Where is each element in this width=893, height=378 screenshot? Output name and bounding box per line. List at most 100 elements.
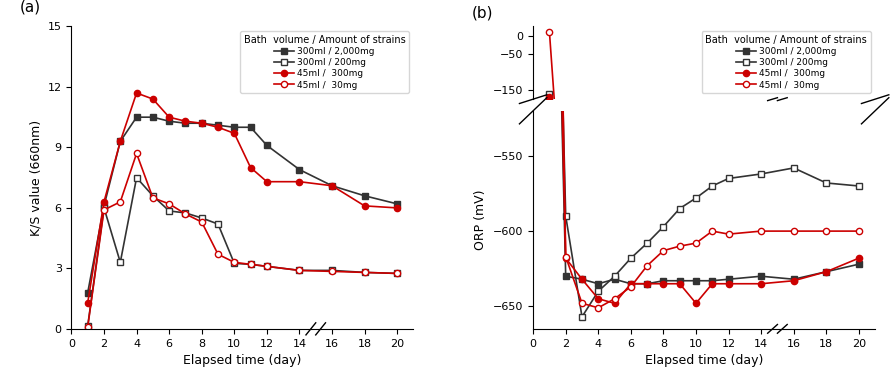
45ml /  30mg — [560, 257, 571, 262]
300ml / 200mg — [642, 241, 653, 245]
45ml /  30mg — [593, 305, 604, 310]
Line: 300ml / 200mg: 300ml / 200mg — [547, 0, 862, 320]
300ml / 2,000mg — [180, 121, 191, 125]
Text: (a): (a) — [21, 0, 41, 14]
45ml /  300mg — [625, 264, 636, 269]
45ml /  30mg — [359, 270, 370, 275]
45ml /  30mg — [163, 201, 174, 206]
300ml / 2,000mg — [196, 121, 207, 125]
300ml / 2,000mg — [642, 264, 653, 269]
Y-axis label: ORP (mV): ORP (mV) — [474, 190, 488, 250]
45ml /  300mg — [723, 264, 734, 269]
300ml / 2,000mg — [609, 263, 620, 268]
300ml / 200mg — [658, 224, 669, 229]
300ml / 200mg — [115, 260, 126, 265]
45ml /  30mg — [755, 229, 766, 233]
45ml /  30mg — [854, 251, 864, 256]
Line: 300ml / 2,000mg: 300ml / 2,000mg — [547, 0, 862, 287]
300ml / 2,000mg — [163, 119, 174, 124]
300ml / 200mg — [82, 324, 93, 328]
Line: 300ml / 200mg: 300ml / 200mg — [547, 91, 862, 277]
45ml /  30mg — [246, 262, 256, 266]
45ml /  30mg — [609, 268, 620, 272]
45ml /  30mg — [577, 301, 588, 305]
X-axis label: Elapsed time (day): Elapsed time (day) — [183, 354, 302, 367]
45ml /  300mg — [180, 119, 191, 124]
300ml / 2,000mg — [131, 115, 142, 119]
Line: 300ml / 2,000mg: 300ml / 2,000mg — [85, 114, 400, 296]
300ml / 2,000mg — [658, 279, 669, 283]
300ml / 2,000mg — [147, 115, 158, 119]
300ml / 200mg — [359, 270, 370, 275]
45ml /  300mg — [609, 269, 620, 273]
300ml / 2,000mg — [658, 263, 669, 268]
45ml /  30mg — [213, 252, 223, 257]
300ml / 200mg — [577, 314, 588, 319]
Text: (b): (b) — [472, 6, 493, 21]
45ml /  300mg — [789, 279, 799, 283]
300ml / 2,000mg — [98, 204, 109, 208]
45ml /  300mg — [213, 125, 223, 130]
45ml /  30mg — [229, 260, 239, 265]
45ml /  300mg — [560, 256, 571, 260]
45ml /  30mg — [609, 296, 620, 301]
45ml /  300mg — [642, 264, 653, 269]
300ml / 200mg — [625, 258, 636, 262]
45ml /  30mg — [723, 252, 734, 257]
45ml /  300mg — [674, 282, 685, 286]
300ml / 2,000mg — [577, 263, 588, 268]
45ml /  30mg — [755, 251, 766, 256]
45ml /  300mg — [642, 282, 653, 286]
45ml /  300mg — [577, 277, 588, 282]
300ml / 2,000mg — [262, 143, 272, 148]
300ml / 2,000mg — [359, 194, 370, 198]
300ml / 200mg — [723, 239, 734, 243]
300ml / 200mg — [707, 184, 718, 188]
300ml / 200mg — [560, 214, 571, 218]
45ml /  300mg — [674, 264, 685, 269]
300ml / 2,000mg — [625, 282, 636, 286]
45ml /  30mg — [544, 29, 555, 34]
45ml /  30mg — [327, 269, 338, 274]
300ml / 2,000mg — [690, 279, 701, 283]
300ml / 200mg — [392, 271, 403, 276]
300ml / 200mg — [147, 194, 158, 198]
45ml /  30mg — [674, 244, 685, 248]
45ml /  300mg — [229, 131, 239, 136]
45ml /  300mg — [854, 256, 864, 260]
Legend: 300ml / 2,000mg, 300ml / 200mg, 45ml /  300mg, 45ml /  30mg: 300ml / 2,000mg, 300ml / 200mg, 45ml / 3… — [702, 31, 871, 93]
45ml /  300mg — [115, 139, 126, 144]
45ml /  30mg — [625, 285, 636, 289]
45ml /  30mg — [674, 255, 685, 260]
45ml /  300mg — [707, 264, 718, 269]
Line: 300ml / 2,000mg: 300ml / 2,000mg — [547, 98, 862, 270]
300ml / 200mg — [609, 262, 620, 267]
300ml / 200mg — [180, 211, 191, 215]
300ml / 2,000mg — [755, 274, 766, 279]
Line: 45ml /  300mg: 45ml / 300mg — [547, 0, 862, 307]
45ml /  30mg — [147, 195, 158, 200]
45ml /  30mg — [723, 232, 734, 236]
45ml /  30mg — [642, 260, 653, 264]
Legend: 300ml / 2,000mg, 300ml / 200mg, 45ml /  300mg, 45ml /  30mg: 300ml / 2,000mg, 300ml / 200mg, 45ml / 3… — [240, 31, 409, 93]
45ml /  300mg — [544, 95, 555, 99]
300ml / 200mg — [163, 209, 174, 213]
300ml / 2,000mg — [755, 262, 766, 267]
300ml / 2,000mg — [723, 263, 734, 268]
45ml /  30mg — [262, 264, 272, 269]
300ml / 2,000mg — [593, 282, 604, 286]
300ml / 2,000mg — [609, 277, 620, 282]
45ml /  300mg — [658, 282, 669, 286]
300ml / 200mg — [196, 216, 207, 220]
300ml / 200mg — [98, 206, 109, 210]
300ml / 2,000mg — [854, 259, 864, 264]
45ml /  30mg — [707, 229, 718, 233]
45ml /  30mg — [658, 248, 669, 253]
45ml /  30mg — [821, 251, 831, 256]
Line: 45ml /  30mg: 45ml / 30mg — [547, 0, 862, 311]
300ml / 2,000mg — [674, 279, 685, 283]
300ml / 200mg — [674, 246, 685, 251]
300ml / 2,000mg — [625, 264, 636, 269]
300ml / 200mg — [544, 91, 555, 96]
300ml / 2,000mg — [821, 270, 831, 274]
